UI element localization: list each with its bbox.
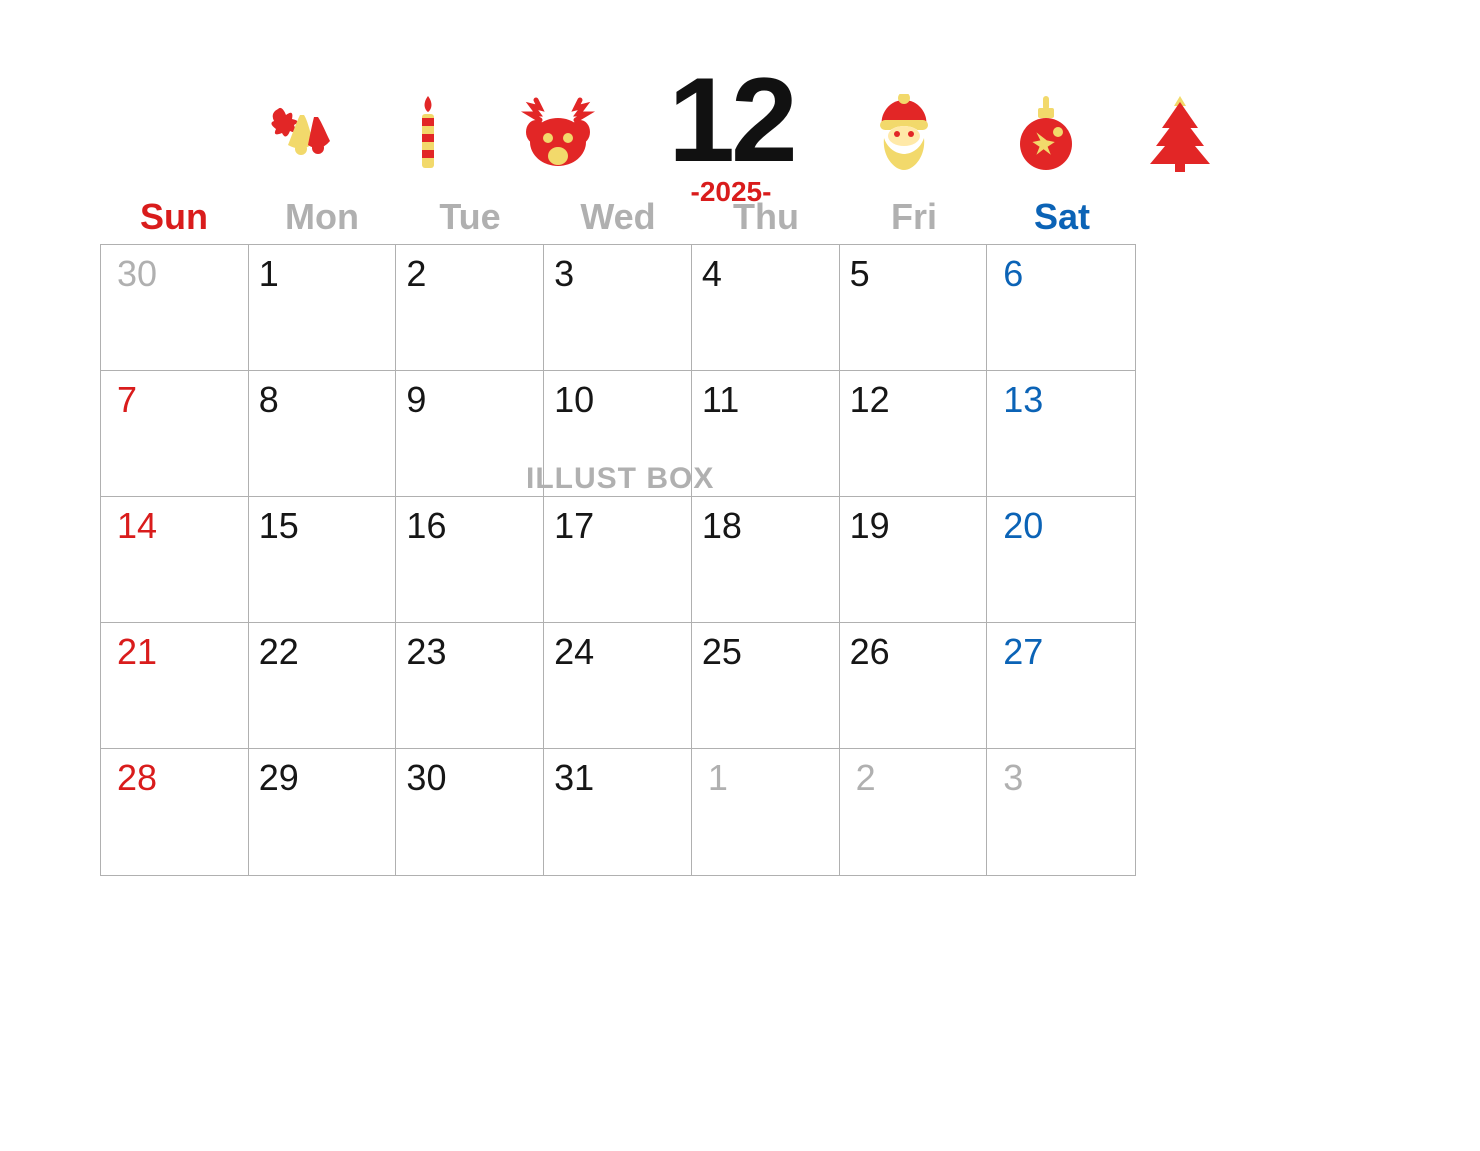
day-cell: 6 xyxy=(987,245,1135,371)
dow-tue: Tue xyxy=(396,190,544,244)
day-cell: 2 xyxy=(396,245,544,371)
day-cell: 14 xyxy=(101,497,249,623)
day-cell: 15 xyxy=(249,497,397,623)
day-number: 4 xyxy=(702,253,722,294)
day-cell: 30 xyxy=(101,245,249,371)
day-cell: 7 xyxy=(101,371,249,497)
tree-icon xyxy=(1148,94,1212,174)
day-cell: 21 xyxy=(101,623,249,749)
day-number: 3 xyxy=(1003,757,1023,798)
day-number: 1 xyxy=(259,253,279,294)
day-number: 24 xyxy=(554,631,594,672)
day-cell: 23 xyxy=(396,623,544,749)
day-cell: 28 xyxy=(101,749,249,875)
day-number: 30 xyxy=(406,757,446,798)
day-cell: 12 xyxy=(840,371,988,497)
day-number: 12 xyxy=(850,379,890,420)
day-number: 25 xyxy=(702,631,742,672)
day-number: 26 xyxy=(850,631,890,672)
day-number: 14 xyxy=(117,505,157,546)
day-cell: 3 xyxy=(544,245,692,371)
day-number: 15 xyxy=(259,505,299,546)
day-number: 6 xyxy=(1003,253,1023,294)
day-number: 28 xyxy=(117,757,157,798)
dow-mon: Mon xyxy=(248,190,396,244)
day-number: 8 xyxy=(259,379,279,420)
day-number: 5 xyxy=(850,253,870,294)
day-number: 7 xyxy=(117,379,137,420)
day-number: 13 xyxy=(1003,379,1043,420)
day-cell: 1 xyxy=(692,749,840,875)
ornament-icon xyxy=(1014,94,1078,174)
day-cell: 5 xyxy=(840,245,988,371)
calendar-page: 12 -2025- xyxy=(0,0,1480,1151)
day-number: 10 xyxy=(554,379,594,420)
day-cell: 13 xyxy=(987,371,1135,497)
day-cell: 2 xyxy=(840,749,988,875)
day-number: 2 xyxy=(856,757,876,798)
day-cell: 29 xyxy=(249,749,397,875)
dow-sat: Sat xyxy=(988,190,1136,244)
day-number: 22 xyxy=(259,631,299,672)
day-number: 3 xyxy=(554,253,574,294)
day-cell: 30 xyxy=(396,749,544,875)
calendar-header: 12 -2025- xyxy=(0,60,1480,208)
day-number: 2 xyxy=(406,253,426,294)
month-block: 12 -2025- xyxy=(668,60,793,208)
day-number: 31 xyxy=(554,757,594,798)
day-number: 21 xyxy=(117,631,157,672)
dow-fri: Fri xyxy=(840,190,988,244)
day-number: 9 xyxy=(406,379,426,420)
reindeer-icon xyxy=(518,94,598,174)
day-cell: 18 xyxy=(692,497,840,623)
day-number: 16 xyxy=(406,505,446,546)
day-cell: 16 xyxy=(396,497,544,623)
dow-thu: Thu xyxy=(692,190,840,244)
day-number: 11 xyxy=(702,379,739,420)
day-cell: 22 xyxy=(249,623,397,749)
calendar-grid: 3012345678910111213141516171819202122232… xyxy=(100,244,1136,876)
day-cell: 31 xyxy=(544,749,692,875)
day-cell: 8 xyxy=(249,371,397,497)
day-number: 18 xyxy=(702,505,742,546)
day-cell: 26 xyxy=(840,623,988,749)
day-of-week-row: Sun Mon Tue Wed Thu Fri Sat xyxy=(100,190,1136,244)
day-number: 29 xyxy=(259,757,299,798)
candle-icon xyxy=(408,94,448,174)
day-cell: 27 xyxy=(987,623,1135,749)
day-cell: 1 xyxy=(249,245,397,371)
day-cell: 20 xyxy=(987,497,1135,623)
day-number: 27 xyxy=(1003,631,1043,672)
day-cell: 17 xyxy=(544,497,692,623)
day-number: 23 xyxy=(406,631,446,672)
santa-icon xyxy=(864,94,944,174)
day-cell: 4 xyxy=(692,245,840,371)
day-number: 30 xyxy=(117,253,157,294)
holly-bells-icon xyxy=(268,99,338,169)
watermark-text: ILLUST BOX xyxy=(526,462,714,496)
dow-sun: Sun xyxy=(100,190,248,244)
month-number: 12 xyxy=(668,60,793,180)
day-cell: 9 xyxy=(396,371,544,497)
day-number: 1 xyxy=(708,757,728,798)
day-cell: 24 xyxy=(544,623,692,749)
day-cell: 25 xyxy=(692,623,840,749)
day-number: 17 xyxy=(554,505,594,546)
dow-wed: Wed xyxy=(544,190,692,244)
day-cell: 3 xyxy=(987,749,1135,875)
day-cell: 19 xyxy=(840,497,988,623)
day-number: 19 xyxy=(850,505,890,546)
day-number: 20 xyxy=(1003,505,1043,546)
